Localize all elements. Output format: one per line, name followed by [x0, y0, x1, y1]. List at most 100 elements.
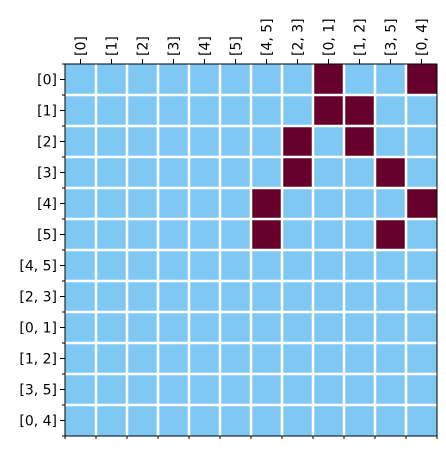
heatmap-cell	[375, 219, 406, 250]
heatmap-cell	[251, 405, 282, 436]
heatmap-cell	[158, 95, 189, 126]
heatmap-cell	[127, 405, 158, 436]
heatmap-cell	[220, 281, 251, 312]
x-tick-label: [4]	[198, 36, 214, 56]
heatmap-cell	[189, 312, 220, 343]
heatmap-cell	[220, 405, 251, 436]
heatmap-cell	[313, 405, 344, 436]
x-tick-label: [1]	[105, 36, 121, 56]
y-tick-label: [2, 3]	[19, 290, 57, 306]
heatmap-cell	[96, 250, 127, 281]
heatmap-cell	[344, 157, 375, 188]
heatmap-cell	[251, 312, 282, 343]
heatmap-cell	[406, 95, 437, 126]
heatmap-cell	[344, 126, 375, 157]
heatmap-cell	[406, 126, 437, 157]
heatmap-cell	[65, 405, 96, 436]
heatmap-cell	[189, 281, 220, 312]
heatmap-cell	[375, 374, 406, 405]
heatmap-cell	[96, 157, 127, 188]
y-tick-label: [4]	[37, 197, 57, 213]
heatmap-cell	[158, 374, 189, 405]
heatmap-cell	[251, 343, 282, 374]
heatmap-cells	[65, 64, 437, 436]
heatmap-cell	[375, 281, 406, 312]
heatmap-cell	[375, 188, 406, 219]
heatmap-cell	[220, 219, 251, 250]
heatmap-cell	[251, 64, 282, 95]
heatmap-cell	[282, 312, 313, 343]
heatmap-cell	[406, 405, 437, 436]
heatmap-cell	[65, 126, 96, 157]
heatmap-cell	[375, 312, 406, 343]
heatmap-cell	[406, 188, 437, 219]
heatmap-cell	[189, 126, 220, 157]
heatmap-cell	[375, 95, 406, 126]
heatmap-cell	[220, 95, 251, 126]
heatmap-cell	[158, 157, 189, 188]
heatmap-cell	[375, 343, 406, 374]
heatmap-cell	[220, 64, 251, 95]
heatmap-cell	[344, 95, 375, 126]
heatmap-cell	[65, 374, 96, 405]
heatmap-cell	[65, 157, 96, 188]
heatmap-cell	[282, 64, 313, 95]
heatmap-cell	[158, 343, 189, 374]
heatmap-cell	[313, 64, 344, 95]
heatmap-cell	[158, 312, 189, 343]
heatmap-cell	[189, 157, 220, 188]
heatmap-cell	[220, 374, 251, 405]
heatmap-cell	[127, 281, 158, 312]
heatmap-cell	[220, 312, 251, 343]
heatmap-cell	[189, 405, 220, 436]
heatmap-cell	[127, 64, 158, 95]
heatmap-cell	[65, 312, 96, 343]
y-tick-label: [0, 1]	[19, 321, 57, 337]
heatmap-cell	[189, 95, 220, 126]
heatmap-cell	[251, 250, 282, 281]
heatmap-cell	[65, 95, 96, 126]
heatmap-cell	[375, 126, 406, 157]
heatmap-cell	[406, 281, 437, 312]
x-tick-label: [4, 5]	[260, 18, 276, 56]
y-tick-label: [1]	[37, 104, 57, 120]
heatmap-cell	[96, 126, 127, 157]
x-tick-label: [0, 1]	[322, 18, 338, 56]
heatmap-cell	[220, 188, 251, 219]
heatmap-cell	[282, 157, 313, 188]
heatmap-cell	[158, 126, 189, 157]
heatmap-cell	[282, 405, 313, 436]
heatmap-cell	[65, 64, 96, 95]
heatmap-cell	[220, 250, 251, 281]
heatmap-cell	[406, 64, 437, 95]
heatmap-cell	[96, 64, 127, 95]
x-tick-label: [3]	[167, 36, 183, 56]
heatmap-cell	[220, 343, 251, 374]
heatmap-cell	[251, 157, 282, 188]
heatmap-cell	[313, 157, 344, 188]
heatmap-cell	[65, 188, 96, 219]
heatmap-cell	[313, 219, 344, 250]
heatmap-cell	[158, 405, 189, 436]
heatmap-cell	[127, 312, 158, 343]
heatmap-cell	[127, 95, 158, 126]
heatmap-cell	[344, 312, 375, 343]
heatmap-cell	[189, 188, 220, 219]
x-tick-labels: [0] [1] [2] [3] [4] [5] [4, 5] [2, 3] [0, 1] [1, …	[74, 18, 431, 56]
heatmap-cell	[313, 188, 344, 219]
heatmap-cell	[220, 126, 251, 157]
heatmap-cell	[65, 281, 96, 312]
y-tick-label: [1, 2]	[19, 352, 57, 368]
heatmap-cell	[158, 64, 189, 95]
y-tick-label: [3, 5]	[19, 383, 57, 399]
heatmap-cell	[96, 219, 127, 250]
heatmap-cell	[344, 343, 375, 374]
heatmap-cell	[375, 250, 406, 281]
heatmap-cell	[313, 343, 344, 374]
y-tick-label: [0]	[37, 73, 57, 89]
heatmap-cell	[127, 343, 158, 374]
heatmap-cell	[282, 343, 313, 374]
heatmap-cell	[127, 188, 158, 219]
heatmap-cell	[313, 126, 344, 157]
